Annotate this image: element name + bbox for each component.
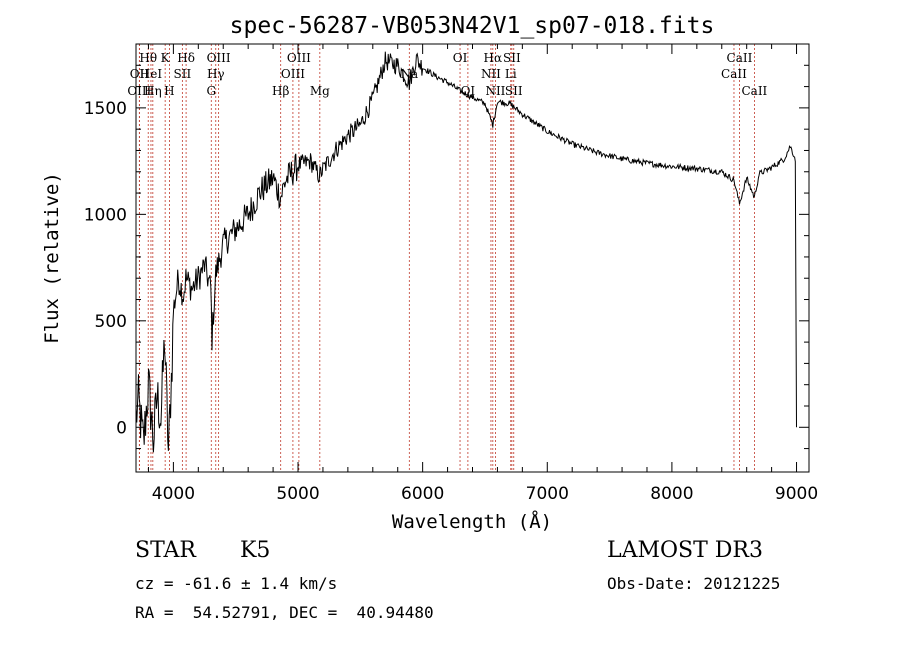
spectrum-line [135, 51, 797, 453]
line-label-OI: OI [453, 51, 468, 65]
spectral-line-markers [138, 44, 755, 472]
object-subclass: K5 [240, 538, 271, 563]
y-axis-ticks: 0 500 1000 1500 [84, 64, 809, 450]
line-label-Hγ: Hγ [207, 67, 225, 81]
x-axis-label: Wavelength (Å) [392, 510, 552, 533]
line-label-CaII: CaII [721, 67, 747, 81]
x-axis-ticks: 4000 5000 6000 7000 8000 9000 [147, 44, 818, 504]
object-class: STAR [135, 538, 196, 563]
x-tick-label: 4000 [152, 484, 195, 504]
line-label-OII: OII [130, 67, 150, 81]
line-label-NII: NII [485, 84, 505, 98]
line-label-Hδ: Hδ [177, 51, 195, 65]
line-label-SII: SII [174, 67, 192, 81]
line-label-SII: SII [505, 84, 523, 98]
line-label-G: G [206, 84, 216, 98]
line-label-Mg: Mg [310, 84, 330, 98]
y-tick-label: 0 [116, 418, 127, 438]
line-label-CaII: CaII [727, 51, 753, 65]
line-label-Hη: Hη [144, 84, 162, 98]
line-label-SII: SII [503, 51, 521, 65]
chart-title: spec-56287-VB053N42V1_sp07-018.fits [230, 13, 715, 39]
line-label-OIII: OIII [281, 67, 305, 81]
y-axis-label: Flux (relative) [41, 172, 63, 344]
x-tick-label: 9000 [775, 484, 818, 504]
x-tick-label: 5000 [276, 484, 319, 504]
observation-date: Obs-Date: 20121225 [607, 574, 781, 593]
x-tick-label: 8000 [650, 484, 693, 504]
plot-frame [135, 43, 810, 473]
line-label-Li: Li [505, 67, 517, 81]
line-label-OIII: OIII [207, 51, 231, 65]
line-label-K: K [161, 51, 171, 65]
line-label-NII: NII [481, 67, 501, 81]
line-label-H: H [164, 84, 174, 98]
y-tick-label: 1500 [84, 99, 127, 119]
y-tick-label: 500 [95, 312, 127, 332]
line-label-Hα: Hα [484, 51, 503, 65]
line-label-OIII: OIII [287, 51, 311, 65]
y-tick-label: 1000 [84, 205, 127, 225]
coordinates-readout: RA = 54.52791, DEC = 40.94480 [135, 603, 434, 622]
line-label-OIII: OIII [127, 84, 151, 98]
redshift-readout: cz = -61.6 ± 1.4 km/s [135, 574, 338, 593]
x-tick-label: 7000 [526, 484, 569, 504]
line-label-Hβ: Hβ [272, 84, 289, 98]
line-label-Hθ: Hθ [139, 51, 157, 65]
x-tick-label: 6000 [401, 484, 444, 504]
survey-name: LAMOST DR3 [607, 538, 763, 563]
line-label-HeI: HeI [140, 67, 163, 81]
line-label-CaII: CaII [741, 84, 767, 98]
